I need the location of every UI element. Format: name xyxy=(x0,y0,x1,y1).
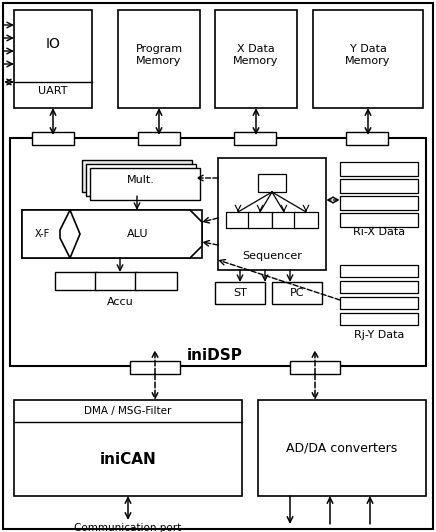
Bar xyxy=(258,174,286,192)
Bar xyxy=(14,400,242,496)
Bar xyxy=(95,272,137,290)
Bar xyxy=(218,158,326,270)
Text: ALU: ALU xyxy=(127,229,149,239)
Text: X-F: X-F xyxy=(34,229,50,239)
Text: Program
Memory: Program Memory xyxy=(136,44,183,66)
Bar xyxy=(340,213,418,227)
Bar xyxy=(226,212,250,228)
Polygon shape xyxy=(22,210,70,258)
Bar xyxy=(10,138,426,366)
Text: Ri-X Data: Ri-X Data xyxy=(353,227,405,237)
Bar xyxy=(313,10,423,108)
Polygon shape xyxy=(70,210,202,258)
Bar xyxy=(138,132,180,145)
Bar xyxy=(340,281,418,293)
Text: AD/DA converters: AD/DA converters xyxy=(286,442,398,454)
Text: Y Data
Memory: Y Data Memory xyxy=(345,44,391,66)
Bar xyxy=(340,162,418,176)
Bar xyxy=(215,10,297,108)
Text: Accu: Accu xyxy=(107,297,133,307)
Text: DMA / MSG-Filter: DMA / MSG-Filter xyxy=(84,406,172,416)
Bar xyxy=(340,179,418,193)
Text: IO: IO xyxy=(46,37,61,51)
Text: iniDSP: iniDSP xyxy=(187,347,243,362)
Text: Sequencer: Sequencer xyxy=(242,251,302,261)
Text: iniCAN: iniCAN xyxy=(99,453,157,468)
Bar xyxy=(118,10,200,108)
Bar xyxy=(272,212,296,228)
Bar xyxy=(340,297,418,309)
Bar xyxy=(135,272,177,290)
Bar xyxy=(340,265,418,277)
Bar xyxy=(22,210,202,258)
Bar xyxy=(346,132,388,145)
Bar xyxy=(248,212,272,228)
Text: Rj-Y Data: Rj-Y Data xyxy=(354,330,404,340)
Bar xyxy=(130,361,180,374)
Bar xyxy=(290,361,340,374)
Text: UART: UART xyxy=(38,86,68,96)
Bar xyxy=(32,132,74,145)
Bar xyxy=(14,10,92,108)
Bar xyxy=(234,132,276,145)
Bar xyxy=(86,164,196,196)
Bar xyxy=(294,212,318,228)
Text: PC: PC xyxy=(290,288,304,298)
Text: X Data
Memory: X Data Memory xyxy=(233,44,279,66)
Bar xyxy=(258,400,426,496)
Text: Communication port: Communication port xyxy=(75,523,182,532)
Bar xyxy=(90,168,200,200)
Text: ST: ST xyxy=(233,288,247,298)
Bar xyxy=(82,160,192,192)
Bar xyxy=(340,313,418,325)
Bar xyxy=(55,272,97,290)
Text: Mult.: Mult. xyxy=(127,175,155,185)
Bar xyxy=(272,282,322,304)
Bar xyxy=(340,196,418,210)
Bar xyxy=(215,282,265,304)
